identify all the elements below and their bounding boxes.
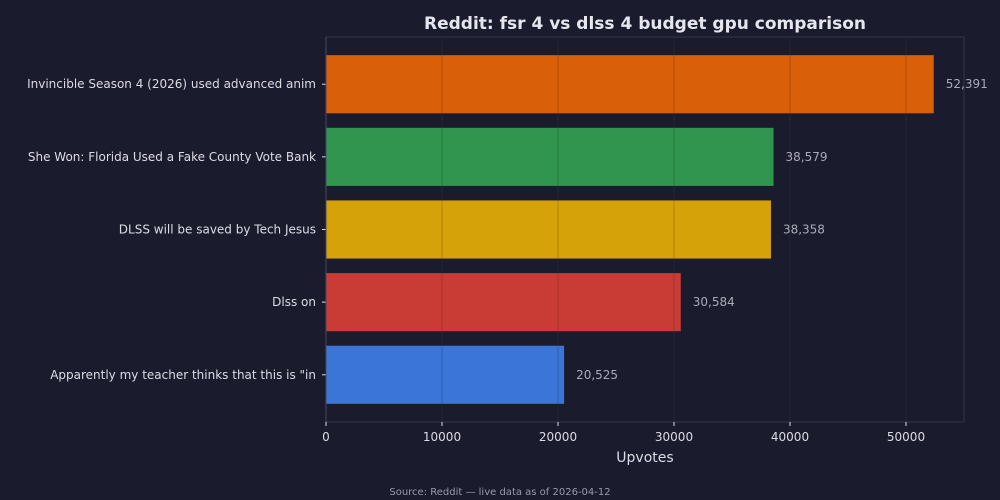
x-axis-ticks: 0 10000 20000 30000 40000 50000 [322,37,925,444]
value-label-1: 52,391 [946,77,988,91]
value-label-3: 38,358 [783,223,825,237]
x-axis-title: Upvotes [616,450,673,466]
category-label-1: Invincible Season 4 (2026) used advanced… [27,77,316,91]
x-tick-label-1: 0 [322,430,330,444]
value-labels: 52,391 38,579 38,358 30,584 20,525 [576,77,988,382]
bar-5 [326,345,565,404]
x-tick-label-3: 20000 [539,430,577,444]
x-tick-label-6: 50000 [887,430,925,444]
x-tick-label-4: 30000 [655,430,693,444]
bar-1 [326,55,934,114]
category-label-4: Dlss on [272,295,316,309]
category-label-3: DLSS will be saved by Tech Jesus [119,223,316,237]
value-label-2: 38,579 [786,150,828,164]
category-label-5: Apparently my teacher thinks that this i… [50,368,316,382]
category-label-2: She Won: Florida Used a Fake County Vote… [28,150,316,164]
source-note: Source: Reddit — live data as of 2026-04… [389,487,610,498]
bars [326,37,934,422]
bar-3 [326,200,771,259]
bar-2 [326,127,774,186]
x-tick-label-2: 10000 [423,430,461,444]
category-labels: Invincible Season 4 (2026) used advanced… [27,77,326,382]
chart-title: Reddit: fsr 4 vs dlss 4 budget gpu compa… [424,14,866,34]
value-label-5: 20,525 [576,368,618,382]
bar-4 [326,273,681,332]
x-tick-label-5: 40000 [771,430,809,444]
value-label-4: 30,584 [693,295,735,309]
